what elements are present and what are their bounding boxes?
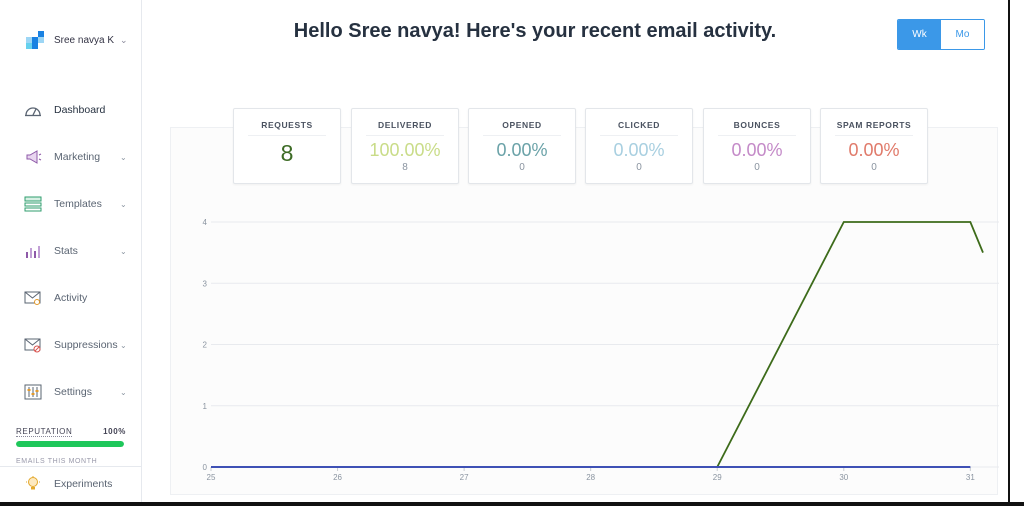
- x-tick-label: 30: [839, 473, 848, 482]
- stat-label: BOUNCES: [733, 120, 781, 130]
- chevron-down-icon: ⌄: [120, 199, 127, 209]
- stat-value: 0.00%: [848, 140, 900, 160]
- stat-label: DELIVERED: [377, 120, 433, 130]
- x-tick-label: 28: [586, 473, 595, 482]
- stat-label: OPENED: [502, 120, 542, 130]
- y-tick-label: 4: [203, 218, 208, 227]
- nav-item-templates[interactable]: Templates ⌄: [0, 190, 141, 218]
- stat-card-requests[interactable]: REQUESTS 8: [233, 108, 341, 184]
- stat-card-clicked[interactable]: CLICKED 0.00% 0: [585, 108, 693, 184]
- nav-item-suppressions[interactable]: Suppressions ⌄: [0, 331, 141, 359]
- window-edge: [0, 502, 1024, 506]
- chart-panel: 0 1 2 3 4 25 26 27 28 29 30 31: [170, 127, 999, 495]
- chevron-down-icon: ⌄: [120, 246, 127, 256]
- stat-card-opened[interactable]: OPENED 0.00% 0: [468, 108, 576, 184]
- period-toggle: Wk Mo: [897, 19, 985, 50]
- reputation-bar: [16, 441, 124, 447]
- emails-this-month-label: EMAILS THIS MONTH: [16, 458, 98, 465]
- nav-item-stats[interactable]: Stats ⌄: [0, 237, 141, 265]
- chevron-down-icon: ⌄: [120, 152, 127, 162]
- y-tick-label: 0: [203, 463, 208, 472]
- page-title: Hello Sree navya! Here's your recent ema…: [293, 20, 777, 42]
- window-edge: [1008, 0, 1024, 506]
- reputation-meter: REPUTATION 100%: [16, 427, 126, 447]
- reputation-value: 100%: [103, 427, 126, 436]
- y-tick-label: 2: [203, 341, 208, 350]
- nav-item-dashboard[interactable]: Dashboard: [0, 96, 141, 124]
- stat-card-delivered[interactable]: DELIVERED 100.00% 8: [351, 108, 459, 184]
- nav-label: Suppressions: [54, 339, 118, 351]
- settings-icon: [24, 383, 42, 401]
- x-tick-label: 31: [966, 473, 975, 482]
- stat-card-bounces[interactable]: BOUNCES 0.00% 0: [703, 108, 811, 184]
- y-tick-label: 1: [203, 402, 208, 411]
- stat-count: 0: [754, 162, 760, 173]
- stat-value: 0.00%: [496, 140, 548, 160]
- nav-item-activity[interactable]: Activity: [0, 284, 141, 312]
- nav-label: Activity: [54, 292, 88, 304]
- nav-label: Templates: [54, 198, 102, 210]
- stat-value: 100.00%: [369, 140, 441, 160]
- activity-line-chart: 0 1 2 3 4 25 26 27 28 29 30 31: [203, 218, 999, 482]
- stat-count: 0: [519, 162, 525, 173]
- stat-label: REQUESTS: [261, 120, 313, 130]
- reputation-bar-fill: [16, 441, 124, 447]
- x-tick-label: 27: [460, 473, 469, 482]
- stat-count: 8: [402, 162, 408, 173]
- x-tick-label: 26: [333, 473, 342, 482]
- sidebar: Sree navya K ⌄ Dashboard Marketing ⌄ Tem…: [0, 0, 142, 502]
- nav-item-marketing[interactable]: Marketing ⌄: [0, 143, 141, 171]
- stat-count: 0: [636, 162, 642, 173]
- nav-label: Settings: [54, 386, 92, 398]
- account-name: Sree navya K: [54, 34, 115, 46]
- toggle-month-button[interactable]: Mo: [941, 20, 984, 49]
- nav-label: Experiments: [54, 478, 113, 490]
- sidebar-divider: [0, 466, 141, 467]
- stat-value: 0.00%: [731, 140, 783, 160]
- chevron-down-icon: ⌄: [120, 340, 127, 350]
- gauge-icon: [24, 101, 42, 119]
- chevron-down-icon: ⌄: [120, 387, 127, 397]
- megaphone-icon: [24, 148, 42, 166]
- nav-label: Stats: [54, 245, 78, 257]
- nav-label: Dashboard: [54, 104, 106, 116]
- x-tick-label: 25: [207, 473, 216, 482]
- x-tick-label: 29: [713, 473, 722, 482]
- y-tick-label: 3: [203, 279, 208, 288]
- nav-label: Marketing: [54, 151, 101, 163]
- stats-icon: [24, 242, 42, 260]
- stat-value: 8: [280, 140, 294, 166]
- stat-value: 0.00%: [613, 140, 665, 160]
- lightbulb-icon: [24, 475, 42, 493]
- suppressions-icon: [24, 336, 42, 354]
- reputation-label[interactable]: REPUTATION: [16, 427, 73, 437]
- nav-item-settings[interactable]: Settings ⌄: [0, 378, 141, 406]
- activity-icon: [24, 289, 42, 307]
- nav-item-experiments[interactable]: Experiments: [0, 470, 141, 498]
- stat-card-spam-reports[interactable]: SPAM REPORTS 0.00% 0: [820, 108, 928, 184]
- toggle-week-button[interactable]: Wk: [898, 20, 941, 49]
- sendgrid-logo-icon: [26, 31, 44, 49]
- stat-count: 0: [871, 162, 877, 173]
- chevron-down-icon[interactable]: ⌄: [120, 34, 128, 45]
- stat-label: SPAM REPORTS: [836, 120, 912, 130]
- template-icon: [24, 195, 42, 213]
- stat-label: CLICKED: [618, 120, 660, 130]
- account-switcher[interactable]: Sree navya K ⌄: [26, 30, 136, 50]
